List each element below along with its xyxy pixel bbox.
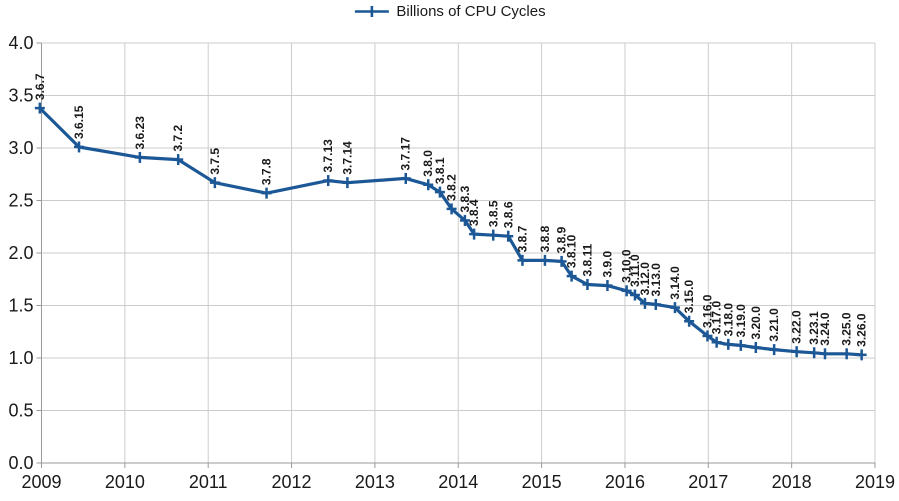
x-tick-label: 2018 bbox=[772, 472, 812, 492]
data-point-label: 3.7.2 bbox=[171, 125, 185, 152]
x-tick-label: 2012 bbox=[272, 472, 312, 492]
data-point-label: 3.9.0 bbox=[600, 251, 614, 278]
data-point-label: 3.19.0 bbox=[734, 304, 748, 338]
data-point-label: 3.8.2 bbox=[445, 174, 459, 201]
data-point-label: 3.11.0 bbox=[628, 254, 642, 287]
x-tick-label: 2017 bbox=[688, 472, 728, 492]
data-point-label: 3.6.7 bbox=[33, 73, 47, 100]
data-point-label: 3.7.14 bbox=[340, 141, 354, 175]
x-tick-label: 2016 bbox=[605, 472, 645, 492]
y-tick-label: 2.5 bbox=[8, 191, 33, 211]
data-point-label: 3.7.17 bbox=[399, 137, 413, 171]
y-tick-label: 4.0 bbox=[8, 33, 33, 53]
y-tick-label: 0.0 bbox=[8, 453, 33, 473]
data-point-label: 3.8.8 bbox=[538, 225, 552, 252]
y-tick-label: 3.0 bbox=[8, 138, 33, 158]
data-point-label: 3.6.23 bbox=[133, 116, 147, 150]
data-point-label: 3.8.3 bbox=[458, 185, 472, 212]
data-point-label: 3.8.5 bbox=[486, 200, 500, 227]
data-point-label: 3.8.9 bbox=[555, 226, 569, 253]
data-point-label: 3.8.11 bbox=[580, 243, 594, 276]
data-point-label: 3.10.0 bbox=[620, 249, 634, 283]
data-point-label: 3.25.0 bbox=[840, 312, 854, 346]
legend-label: Billions of CPU Cycles bbox=[396, 3, 546, 20]
y-tick-label: 2.0 bbox=[8, 243, 33, 263]
data-point-label: 3.18.0 bbox=[721, 303, 735, 337]
data-point-label: 3.15.0 bbox=[682, 280, 696, 314]
data-point-label: 3.6.15 bbox=[72, 105, 86, 139]
data-point-label: 3.24.0 bbox=[818, 312, 832, 346]
data-point-label: 3.8.4 bbox=[467, 199, 481, 226]
data-point-label: 3.8.10 bbox=[565, 234, 579, 268]
data-point-label: 3.26.0 bbox=[855, 313, 869, 347]
data-point-label: 3.7.8 bbox=[260, 158, 274, 185]
y-tick-label: 3.5 bbox=[8, 86, 33, 106]
data-point-label: 3.8.0 bbox=[421, 150, 435, 177]
data-point-label: 3.8.6 bbox=[501, 201, 515, 228]
data-point-label: 3.8.7 bbox=[515, 225, 529, 252]
data-point-label: 3.14.0 bbox=[668, 266, 682, 300]
data-point-label: 3.7.5 bbox=[208, 148, 222, 175]
data-point-label: 3.20.0 bbox=[749, 306, 763, 340]
legend: Billions of CPU Cycles bbox=[353, 3, 546, 20]
x-tick-label: 2010 bbox=[105, 472, 145, 492]
data-point-label: 3.13.0 bbox=[649, 263, 663, 297]
data-point-label: 3.23.1 bbox=[807, 311, 821, 345]
data-point-label: 3.12.0 bbox=[638, 262, 652, 296]
y-tick-label: 1.0 bbox=[8, 348, 33, 368]
x-tick-label: 2013 bbox=[355, 472, 395, 492]
x-tick-label: 2009 bbox=[21, 472, 61, 492]
data-point-label: 3.16.0 bbox=[700, 294, 714, 328]
y-tick-label: 0.5 bbox=[8, 401, 33, 421]
data-point-label: 3.17.0 bbox=[710, 301, 724, 335]
data-point-label: 3.7.13 bbox=[321, 139, 335, 173]
x-tick-label: 2019 bbox=[855, 472, 895, 492]
data-point-label: 3.8.1 bbox=[433, 157, 447, 184]
x-tick-label: 2011 bbox=[189, 472, 228, 492]
y-tick-label: 1.5 bbox=[8, 296, 33, 316]
legend-line-marker-icon bbox=[354, 6, 389, 17]
data-point-label: 3.22.0 bbox=[790, 310, 804, 344]
x-tick-label: 2015 bbox=[522, 472, 562, 492]
data-point-label: 3.21.0 bbox=[767, 308, 781, 342]
x-tick-label: 2014 bbox=[438, 472, 478, 492]
